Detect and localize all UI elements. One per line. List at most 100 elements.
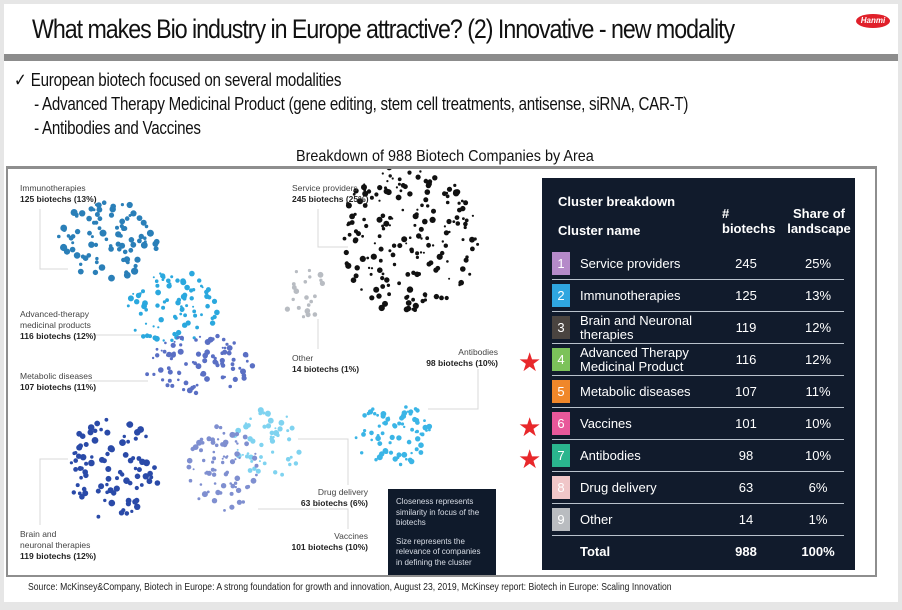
biotech-dot	[444, 295, 449, 301]
cluster-number-badge: 3	[552, 316, 570, 339]
biotech-dot	[97, 216, 103, 222]
biotech-dot	[448, 186, 452, 190]
leader-line	[428, 369, 479, 410]
biotech-dot	[206, 436, 212, 442]
biotech-dot	[169, 357, 173, 361]
biotech-dot	[317, 271, 324, 278]
biotech-dot	[442, 191, 447, 197]
biotech-dot	[364, 223, 369, 229]
biotech-dot	[461, 238, 465, 242]
biotech-dot	[462, 217, 465, 220]
biotech-dot	[445, 194, 450, 199]
biotech-dot	[158, 367, 164, 373]
biotech-dot	[180, 305, 183, 308]
biotech-dot	[407, 170, 412, 175]
biotech-dot	[391, 243, 397, 248]
cluster-number-badge: 7	[552, 444, 570, 467]
biotech-dot	[166, 278, 171, 284]
biotech-dot	[134, 256, 141, 263]
biotech-dot	[91, 437, 99, 444]
biotech-dot	[384, 186, 387, 190]
biotech-dot	[70, 234, 76, 239]
biotech-dot	[362, 190, 369, 197]
biotech-dot	[195, 351, 202, 357]
biotech-dot	[269, 430, 275, 436]
biotech-dot	[221, 346, 224, 349]
biotech-dot	[168, 282, 172, 286]
total-count: 988	[735, 544, 757, 559]
biotech-dot	[60, 224, 68, 232]
biotech-dot	[403, 306, 410, 313]
biotech-dot	[126, 201, 133, 209]
biotech-dot	[95, 202, 102, 208]
biotech-dot	[361, 234, 364, 238]
cluster-number-badge: 1	[552, 252, 570, 275]
biotech-dot	[428, 260, 433, 265]
table-row: 2 Immunotherapies 125 13%	[552, 280, 844, 312]
biotech-dot	[73, 458, 78, 463]
biotech-dot	[286, 429, 290, 433]
biotech-dot	[232, 376, 238, 382]
biotech-dot	[183, 380, 189, 386]
bullet-list: ✓ European biotech focused on several mod…	[14, 68, 817, 140]
biotech-dot	[149, 475, 154, 480]
cluster-number-badge: 5	[552, 380, 570, 403]
biotech-dot	[378, 246, 384, 252]
biotech-dot	[354, 436, 358, 440]
label-name: Antibodies	[458, 347, 498, 357]
biotech-dot	[117, 469, 123, 475]
label-name: Other	[292, 353, 314, 363]
biotech-dot	[155, 347, 159, 351]
biotech-dot	[445, 191, 449, 195]
biotech-dot	[388, 224, 391, 227]
biotech-dot	[296, 305, 301, 310]
label-antibodies: Antibodies 98 biotechs (10%)	[418, 347, 498, 369]
biotech-dot	[132, 498, 138, 505]
biotech-dot	[381, 227, 386, 231]
leader-line	[317, 209, 348, 248]
biotech-dot	[73, 467, 78, 472]
cluster-scatter-map	[39, 169, 480, 529]
biotech-dot	[200, 313, 203, 317]
biotech-dot	[460, 199, 464, 203]
biotech-dot	[407, 457, 413, 463]
biotech-dot	[347, 232, 352, 237]
biotech-dot	[120, 203, 124, 207]
biotech-dot	[115, 225, 119, 230]
biotech-dot	[199, 448, 203, 453]
biotech-dot	[244, 441, 250, 447]
biotech-dot	[445, 200, 450, 205]
biotech-dot	[357, 198, 363, 205]
biotech-dot	[258, 460, 261, 463]
biotech-dot	[415, 174, 421, 180]
biotech-dot	[415, 251, 420, 256]
cluster-name: Metabolic diseases	[580, 383, 691, 399]
cluster-share: 10%	[804, 416, 832, 431]
biotech-dot	[170, 352, 176, 358]
biotech-dot	[405, 272, 411, 277]
biotech-dot	[269, 438, 276, 444]
biotech-dot	[380, 213, 386, 219]
biotech-dot	[386, 283, 391, 287]
biotech-dot	[76, 444, 83, 451]
biotech-dot	[412, 302, 419, 309]
biotech-dot	[201, 491, 208, 498]
biotech-dot	[454, 215, 460, 220]
biotech-dot	[92, 269, 99, 276]
biotech-dot	[104, 417, 109, 422]
biotech-dot	[361, 432, 366, 437]
biotech-dot	[144, 322, 148, 325]
biotech-dot	[392, 423, 398, 429]
table-row: 1 Service providers 245 25%	[552, 248, 844, 280]
biotech-dot	[170, 338, 174, 342]
biotech-dot	[360, 451, 364, 455]
biotech-dot	[218, 491, 223, 495]
biotech-dot	[343, 249, 349, 256]
biotech-dot	[132, 292, 135, 295]
biotech-dot	[94, 212, 100, 217]
biotech-dot	[468, 272, 472, 276]
biotech-dot	[285, 415, 288, 418]
biotech-dot	[165, 383, 170, 388]
biotech-dot	[152, 372, 156, 376]
biotech-dot	[388, 249, 392, 253]
